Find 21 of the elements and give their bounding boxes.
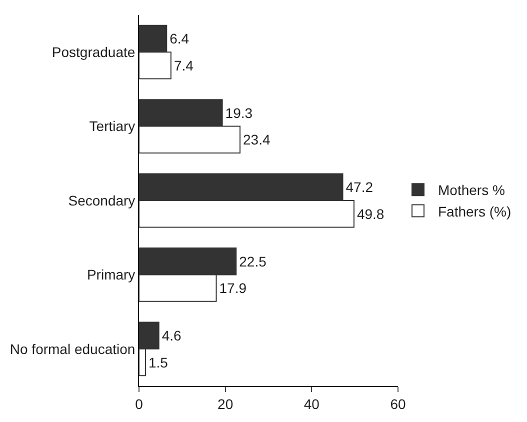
y-tick-label: No formal education xyxy=(10,340,136,357)
data-label: 19.3 xyxy=(225,104,253,121)
y-tick-label: Postgraduate xyxy=(52,44,136,60)
data-label: 6.4 xyxy=(170,30,190,47)
y-tick-label: Secondary xyxy=(68,192,136,208)
data-label: 17.9 xyxy=(219,280,247,296)
y-tick-label: Tertiary xyxy=(89,118,136,134)
data-label: 47.2 xyxy=(346,179,374,196)
x-tick-label: 60 xyxy=(390,396,406,412)
data-label: 4.6 xyxy=(162,328,182,344)
data-label: 49.8 xyxy=(356,206,384,222)
legend-label: Fathers (%) xyxy=(438,203,512,220)
data-label: 1.5 xyxy=(148,354,168,370)
data-label: 22.5 xyxy=(239,253,267,270)
data-label: 23.4 xyxy=(243,132,270,148)
y-tick-label: Primary xyxy=(86,266,136,283)
legend-label: Mothers % xyxy=(438,182,505,198)
x-tick-label: 0 xyxy=(135,396,144,412)
data-label: 7.4 xyxy=(174,57,194,74)
x-tick-label: 20 xyxy=(218,396,234,412)
x-tick-label: 40 xyxy=(304,396,320,412)
